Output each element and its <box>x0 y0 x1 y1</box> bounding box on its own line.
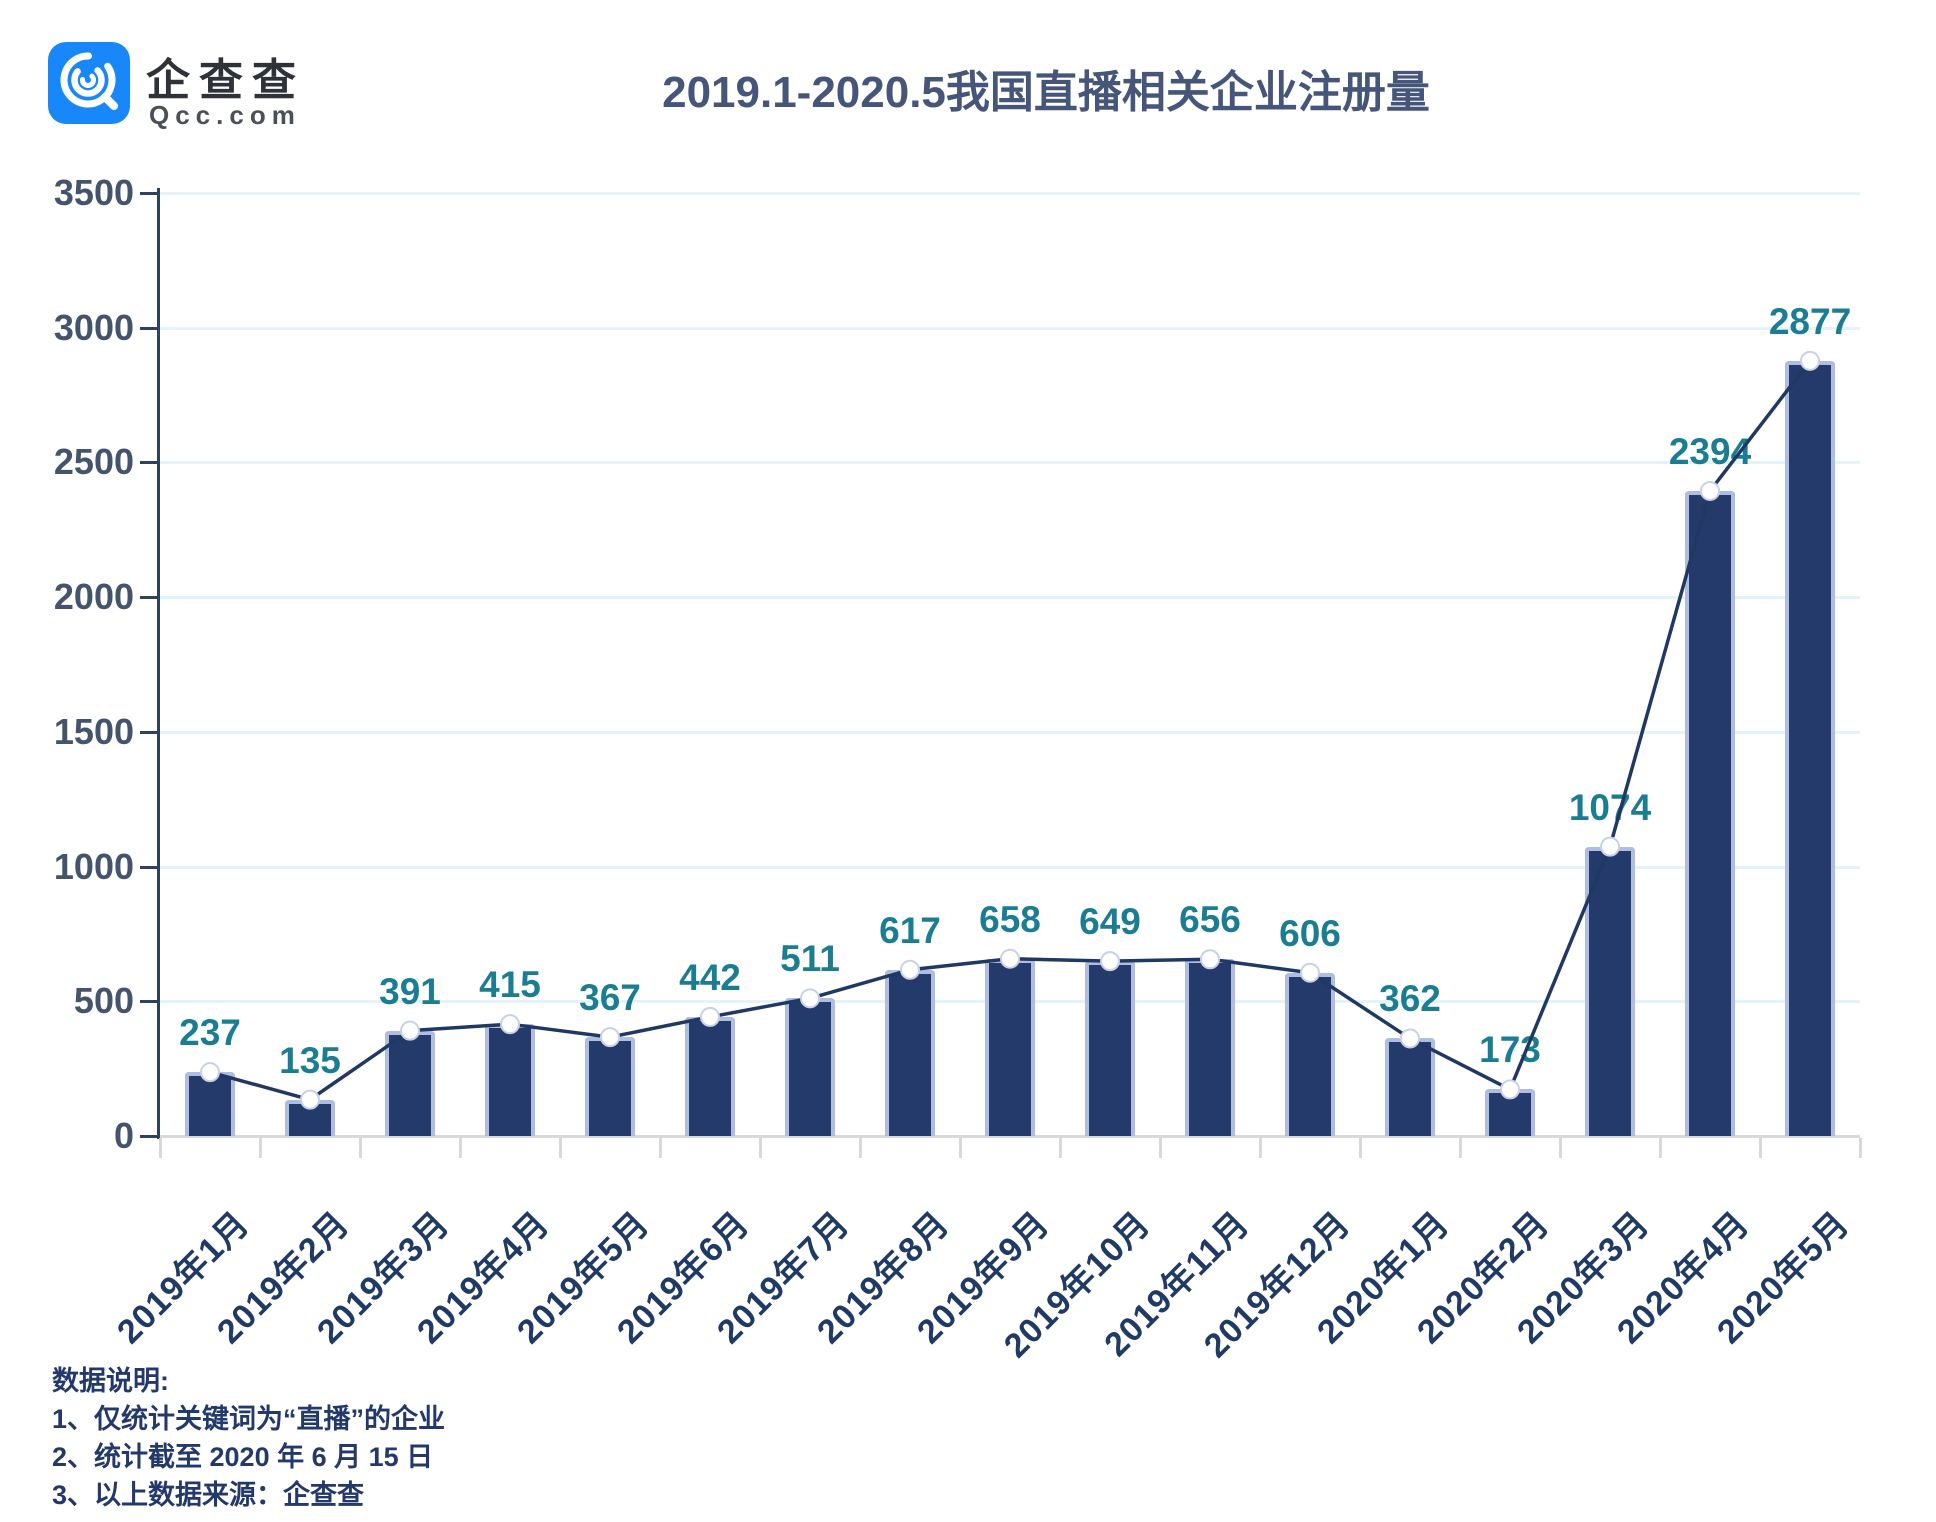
x-axis-line <box>158 1135 1860 1138</box>
x-axis-tick <box>1259 1138 1262 1158</box>
bar-value-label: 606 <box>1279 912 1341 954</box>
qcc-logo: 企查查 Qcc.com <box>48 42 408 142</box>
y-axis-label: 500 <box>73 980 134 1022</box>
notes-heading: 数据说明: <box>52 1366 169 1396</box>
bar <box>385 1030 435 1136</box>
x-axis-tick <box>1559 1138 1562 1158</box>
gridline <box>160 461 1860 465</box>
x-axis-tick <box>159 1138 162 1158</box>
x-axis-tick <box>1759 1138 1762 1158</box>
x-axis-tick <box>859 1138 862 1158</box>
gridline <box>160 326 1860 330</box>
y-axis-tick <box>140 596 160 600</box>
gridline <box>160 730 1860 734</box>
bar-value-label: 1074 <box>1568 786 1652 828</box>
bar <box>585 1037 635 1136</box>
y-axis-label: 2500 <box>53 441 134 483</box>
bar <box>1585 846 1635 1136</box>
y-axis-label: 0 <box>113 1115 134 1156</box>
y-axis-tick <box>140 1000 160 1004</box>
x-axis-tick <box>1159 1138 1162 1158</box>
y-axis-label: 2000 <box>53 576 134 618</box>
x-axis-tick <box>259 1138 262 1158</box>
bar-value-label: 135 <box>279 1039 341 1081</box>
x-axis-tick <box>459 1138 462 1158</box>
y-axis-tick <box>140 1135 160 1138</box>
y-axis-tick <box>140 192 160 195</box>
x-axis-tick <box>559 1138 562 1158</box>
x-axis-tick <box>1659 1138 1662 1158</box>
x-axis-tick <box>359 1138 362 1158</box>
bar <box>985 958 1035 1136</box>
notes-list: 1、仅统计关键词为“直播”的企业 2、统计截至 2020 年 6 月 15 日 3、… <box>52 1400 445 1514</box>
y-axis-tick <box>140 865 160 869</box>
note-line: 1、仅统计关键词为“直播”的企业 <box>52 1404 446 1434</box>
bar <box>1185 959 1235 1136</box>
brand-domain: Qcc.com <box>149 100 301 130</box>
x-axis-tick <box>1059 1138 1062 1158</box>
brand-name: 企查查 <box>146 56 305 105</box>
bar <box>1085 961 1135 1136</box>
x-axis-tick <box>1459 1138 1462 1158</box>
y-axis-label: 3000 <box>53 306 134 348</box>
x-axis-tick <box>1859 1138 1862 1158</box>
bar <box>785 998 835 1136</box>
bar-value-label: 2394 <box>1668 430 1752 472</box>
bar <box>485 1024 535 1136</box>
qcc-magnifier-spiral-icon <box>48 42 130 124</box>
notes: 数据说明: 1、仅统计关键词为“直播”的企业 2、统计截至 2020 年 6 月 … <box>52 1362 445 1514</box>
bar <box>685 1016 735 1136</box>
x-axis-tick <box>759 1138 762 1158</box>
y-axis-tick <box>140 326 160 330</box>
y-axis-label: 1500 <box>53 710 134 752</box>
y-axis-tick <box>140 730 160 734</box>
x-axis-tick <box>659 1138 662 1158</box>
bar <box>1485 1089 1535 1136</box>
note-line: 2、统计截至 2020 年 6 月 15 日 <box>52 1442 434 1472</box>
y-axis-line <box>157 188 160 1139</box>
bar-value-label: 362 <box>1379 978 1441 1020</box>
bar <box>885 969 935 1136</box>
chart-title: 2019.1-2020.5我国直播相关企业注册量 <box>662 68 1430 117</box>
note-line: 3、以上数据来源：企查查 <box>52 1480 365 1510</box>
y-axis-tick <box>140 461 160 465</box>
bar-value-label: 2877 <box>1768 300 1852 342</box>
x-axis-tick <box>1359 1138 1362 1158</box>
bar <box>185 1072 235 1136</box>
bar-value-label: 173 <box>1479 1029 1541 1071</box>
y-axis-label: 1000 <box>53 845 134 887</box>
bar <box>285 1099 335 1136</box>
bar <box>1785 360 1835 1136</box>
gridline <box>160 192 1860 195</box>
y-axis-label: 3500 <box>53 172 134 213</box>
x-axis-tick <box>959 1138 962 1158</box>
bar <box>1685 490 1735 1136</box>
gridline <box>160 596 1860 600</box>
